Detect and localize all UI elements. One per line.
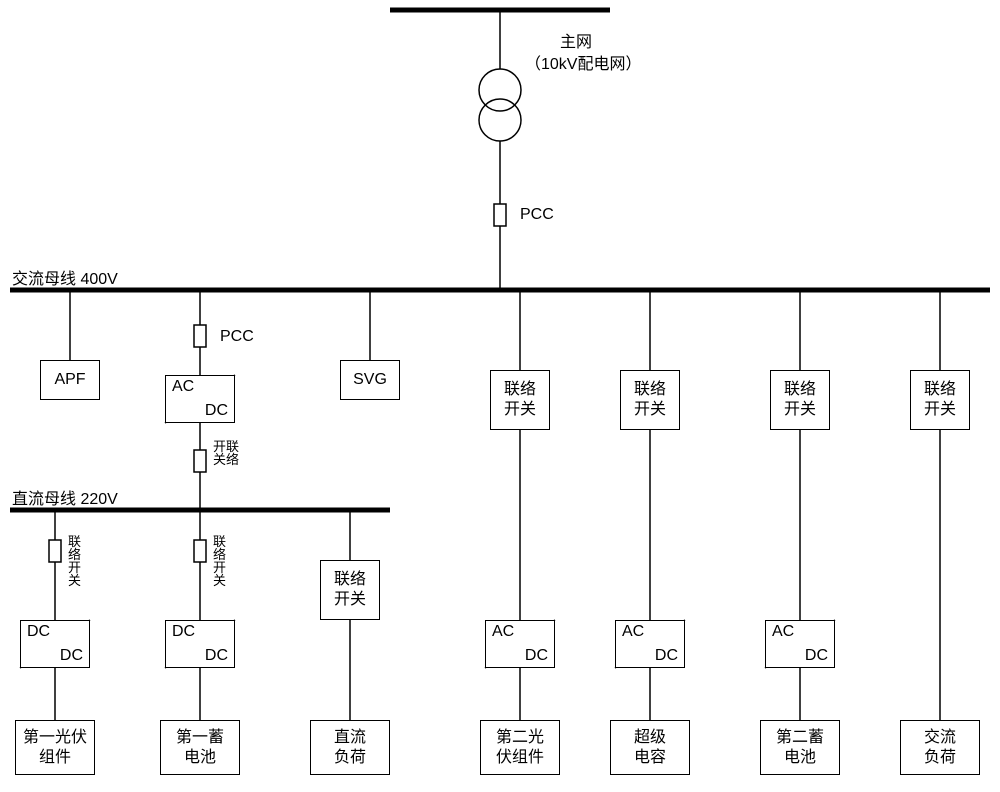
pcc-top-label: PCC — [520, 206, 554, 224]
dc-switch1-icon — [49, 540, 61, 562]
acload-box: 交流 负荷 — [900, 720, 980, 775]
ac-bus-label: 交流母线 400V — [12, 265, 118, 289]
main-grid-label-1: 主网 — [560, 28, 592, 52]
dc-switch2-label: 联络开关 — [213, 535, 227, 587]
scap-box: 超级 电容 — [610, 720, 690, 775]
tie-switch-4: 联络 开关 — [910, 370, 970, 430]
main-grid-label-2: （10kV配电网） — [525, 50, 641, 74]
tie-switch-3: 联络 开关 — [770, 370, 830, 430]
acdc-r3: AC DC — [765, 620, 835, 668]
pcc2-switch-icon — [194, 325, 206, 347]
apf-box: APF — [40, 360, 100, 400]
transformer-bottom-icon — [479, 99, 521, 141]
dcdc-1: DC DC — [20, 620, 90, 668]
svg-box: SVG — [340, 360, 400, 400]
tie-switch-mid-label: 开联 关络 — [213, 440, 227, 466]
acdc-r2: AC DC — [615, 620, 685, 668]
dcdc-2: DC DC — [165, 620, 235, 668]
pcc-top-switch-icon — [494, 204, 506, 226]
pv1-box: 第一光伏 组件 — [15, 720, 95, 775]
acdc-main-top: AC — [172, 378, 194, 396]
acdc-r1: AC DC — [485, 620, 555, 668]
dc-bus-label: 直流母线 220V — [12, 485, 118, 509]
tie-switch-2: 联络 开关 — [620, 370, 680, 430]
pv2-box: 第二光 伏组件 — [480, 720, 560, 775]
bat1-box: 第一蓄 电池 — [160, 720, 240, 775]
tie-switch-1: 联络 开关 — [490, 370, 550, 430]
dc-switch1-label: 联络开关 — [68, 535, 82, 587]
tie-switch-dc3: 联络 开关 — [320, 560, 380, 620]
bat2-box: 第二蓄 电池 — [760, 720, 840, 775]
tie-switch-mid-icon — [194, 450, 206, 472]
acdc-main: AC DC — [165, 375, 235, 423]
pcc2-label: PCC — [220, 328, 254, 346]
dcload-box: 直流 负荷 — [310, 720, 390, 775]
acdc-main-bot: DC — [205, 402, 228, 420]
dc-switch2-icon — [194, 540, 206, 562]
